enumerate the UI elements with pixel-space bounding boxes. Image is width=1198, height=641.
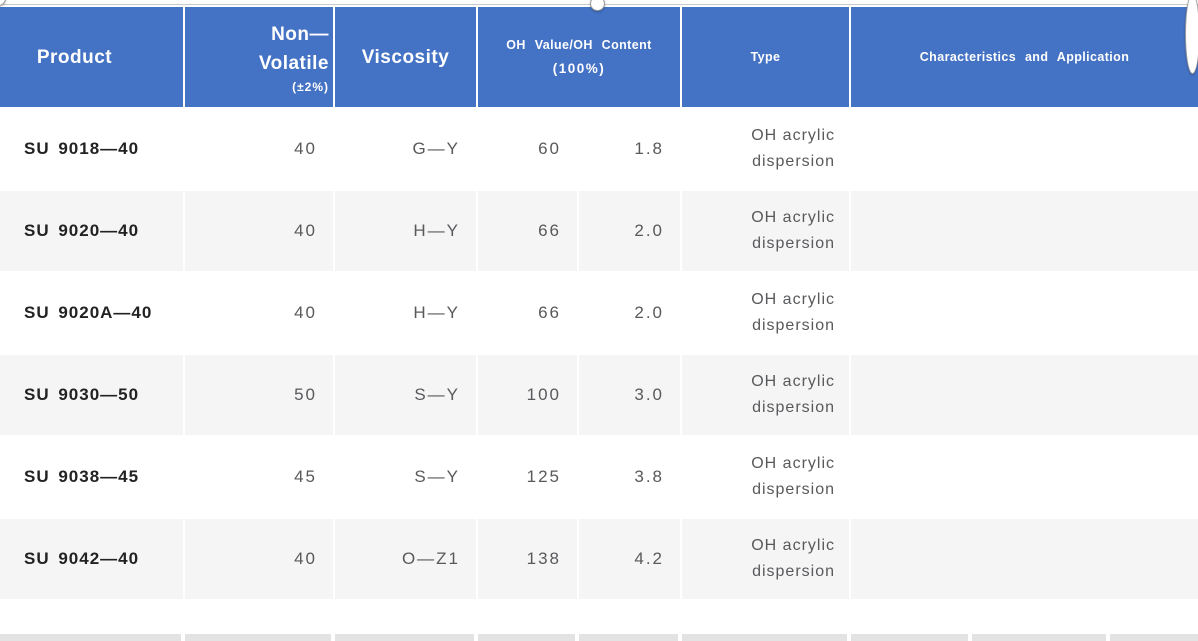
cell-characteristics[interactable]: [851, 191, 1198, 271]
cell-characteristics[interactable]: [851, 519, 1198, 599]
next-table-cell[interactable]: [682, 634, 847, 641]
next-table-cell[interactable]: [185, 634, 331, 641]
cell-oh-value[interactable]: 138: [478, 519, 577, 599]
product-spec-table: Product Non— Volatile (±2%) Viscosity OH…: [0, 7, 1198, 601]
col-header-oh-value-content[interactable]: OH Value/OH Content (100%): [478, 7, 680, 107]
cell-viscosity[interactable]: S—Y: [335, 355, 476, 435]
cell-characteristics[interactable]: [851, 273, 1198, 353]
selection-handle-top-left-icon[interactable]: [0, 0, 6, 6]
cell-oh-value[interactable]: 125: [526, 467, 561, 486]
table-row: SU 9020—40 40 H—Y 66 2.0 OH acrylic disp…: [0, 191, 1198, 271]
next-table-top-edge: [0, 634, 1198, 641]
cell-oh-value[interactable]: 66: [538, 303, 561, 322]
col-header-oh-label: OH Value/OH Content: [506, 38, 652, 52]
cell-viscosity[interactable]: H—Y: [335, 191, 476, 271]
next-table-cell[interactable]: [1110, 634, 1198, 641]
cell-non-volatile[interactable]: 50: [185, 355, 333, 435]
col-header-non-volatile-line1: Non—: [271, 23, 329, 45]
table-row: SU 9042—40 40 O—Z1 138 4.2 OH acrylic di…: [0, 519, 1198, 599]
next-table-cell[interactable]: [579, 634, 678, 641]
cell-non-volatile[interactable]: 40: [294, 139, 317, 158]
cell-oh-value[interactable]: 66: [478, 191, 577, 271]
cell-oh-content[interactable]: 2.0: [634, 303, 664, 322]
cell-oh-content[interactable]: 1.8: [634, 139, 664, 158]
cell-oh-content[interactable]: 3.8: [634, 467, 664, 486]
cell-oh-content[interactable]: 4.2: [579, 519, 680, 599]
cell-non-volatile[interactable]: 40: [185, 519, 333, 599]
table-row: SU 9030—50 50 S—Y 100 3.0 OH acrylic dis…: [0, 355, 1198, 435]
col-header-characteristics[interactable]: Characteristics and Application: [851, 7, 1198, 107]
cell-type[interactable]: OH acrylic dispersion: [751, 455, 835, 498]
cell-viscosity[interactable]: O—Z1: [335, 519, 476, 599]
cell-characteristics[interactable]: [851, 355, 1198, 435]
cell-product[interactable]: SU 9030—50: [0, 355, 183, 435]
cell-non-volatile[interactable]: 40: [294, 303, 317, 322]
selection-handle-top-center-icon[interactable]: [590, 0, 605, 11]
next-table-cell[interactable]: [0, 634, 181, 641]
next-table-cell[interactable]: [851, 634, 968, 641]
cell-product[interactable]: SU 9038—45: [24, 467, 140, 486]
cell-product[interactable]: SU 9018—40: [24, 139, 140, 158]
cell-type[interactable]: OH acrylic dispersion: [751, 127, 835, 170]
cell-product[interactable]: SU 9020—40: [0, 191, 183, 271]
table-row: SU 9018—40 40 G—Y 60 1.8 OH acrylic disp…: [0, 109, 1198, 189]
cell-product[interactable]: SU 9020A—40: [24, 303, 153, 322]
col-header-product-label: Product: [36, 46, 113, 68]
cell-type[interactable]: OH acrylic dispersion: [682, 191, 849, 271]
next-table-cell[interactable]: [478, 634, 575, 641]
col-header-non-volatile[interactable]: Non— Volatile (±2%): [185, 7, 333, 107]
cell-product[interactable]: SU 9042—40: [0, 519, 183, 599]
cell-characteristics[interactable]: [851, 437, 1198, 517]
cell-non-volatile[interactable]: 45: [294, 467, 317, 486]
col-header-oh-basis: (100%): [552, 61, 606, 76]
col-header-non-volatile-line2: Volatile: [258, 52, 329, 74]
col-header-non-volatile-tolerance: (±2%): [292, 79, 329, 94]
cell-viscosity[interactable]: H—Y: [413, 303, 460, 322]
selection-handle-top-right-icon[interactable]: [1185, 0, 1198, 74]
cell-oh-content[interactable]: 3.0: [579, 355, 680, 435]
cell-oh-content[interactable]: 2.0: [579, 191, 680, 271]
cell-oh-value[interactable]: 60: [538, 139, 561, 158]
cell-type[interactable]: OH acrylic dispersion: [751, 291, 835, 334]
table-row: SU 9020A—40 40 H—Y 66 2.0 OH acrylic dis…: [0, 273, 1198, 353]
col-header-viscosity-label: Viscosity: [361, 46, 450, 68]
cell-viscosity[interactable]: S—Y: [414, 467, 460, 486]
cell-viscosity[interactable]: G—Y: [412, 139, 460, 158]
table-header-row: Product Non— Volatile (±2%) Viscosity OH…: [0, 7, 1198, 107]
table-row: SU 9038—45 45 S—Y 125 3.8 OH acrylic dis…: [0, 437, 1198, 517]
next-table-cell[interactable]: [335, 634, 474, 641]
col-header-characteristics-label: Characteristics and Application: [919, 50, 1130, 64]
cell-non-volatile[interactable]: 40: [185, 191, 333, 271]
col-header-type[interactable]: Type: [682, 7, 849, 107]
col-header-product[interactable]: Product: [0, 7, 183, 107]
col-header-type-label: Type: [750, 50, 781, 64]
cell-type[interactable]: OH acrylic dispersion: [682, 519, 849, 599]
next-table-cell[interactable]: [972, 634, 1106, 641]
col-header-viscosity[interactable]: Viscosity: [335, 7, 476, 107]
cell-type[interactable]: OH acrylic dispersion: [682, 355, 849, 435]
cell-characteristics[interactable]: [851, 109, 1198, 189]
cell-oh-value[interactable]: 100: [478, 355, 577, 435]
